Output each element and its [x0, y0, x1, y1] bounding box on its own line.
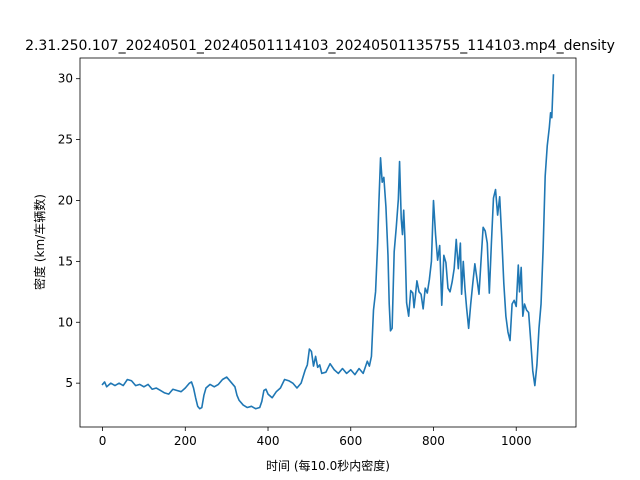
y-tick-label: 30: [58, 72, 73, 86]
x-tick-label: 400: [257, 434, 280, 448]
x-tick-label: 800: [422, 434, 445, 448]
x-tick-label: 0: [99, 434, 107, 448]
y-tick-label: 5: [65, 376, 73, 390]
x-axis-label: 时间 (每10.0秒内密度): [266, 458, 390, 473]
x-tick-label: 600: [339, 434, 362, 448]
y-axis-ticks: 5 10 15 20 25 30: [58, 72, 80, 390]
y-tick-label: 25: [58, 133, 73, 147]
x-tick-label: 200: [174, 434, 197, 448]
y-tick-label: 15: [58, 254, 73, 268]
chart-title: 2.31.250.107_20240501_20240501114103_202…: [25, 38, 615, 54]
y-tick-label: 20: [58, 193, 73, 207]
y-axis-label: 密度 (km/车辆数): [32, 194, 47, 290]
series-line-density: [101, 74, 555, 410]
x-axis-ticks: 0 200 400 600 800 1000: [99, 427, 532, 448]
y-tick-label: 10: [58, 315, 73, 329]
x-tick-label: 1000: [501, 434, 532, 448]
plot-frame: [79, 57, 577, 428]
